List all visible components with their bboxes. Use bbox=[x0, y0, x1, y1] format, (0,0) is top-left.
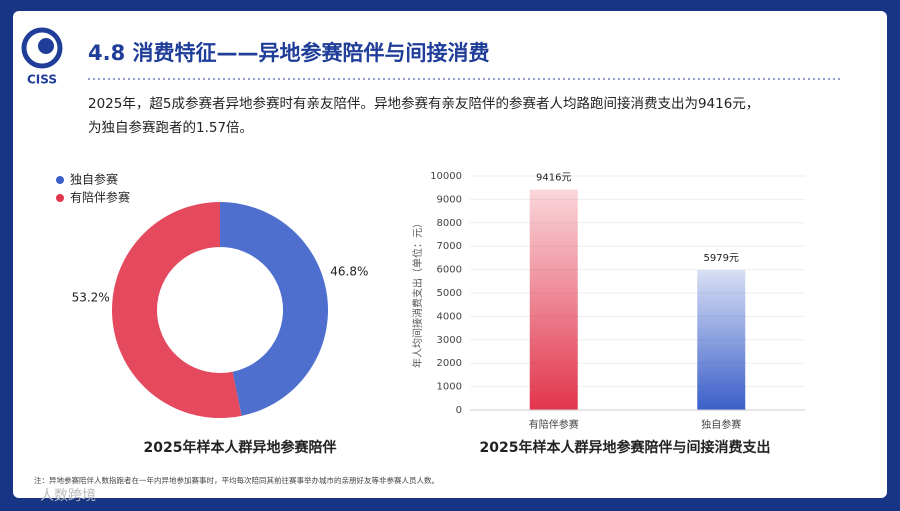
x-tick-label: 独自参赛 bbox=[701, 418, 741, 431]
y-tick-label: 8000 bbox=[437, 218, 462, 229]
summary-line: 2025年，超5成参赛者异地参赛时有亲友陪伴。异地参赛有亲友陪伴的参赛者人均路跑… bbox=[88, 95, 759, 112]
x-tick-label: 有陪伴参赛 bbox=[529, 418, 579, 431]
footnote: 注：异地参赛陪伴人数指跑者在一年内异地参加赛事时，平均每次陪同其前往赛事举办城市… bbox=[34, 475, 439, 485]
y-tick-label: 2000 bbox=[437, 358, 462, 369]
y-tick-label: 9000 bbox=[437, 194, 462, 205]
chart-title: 2025年样本人群异地参赛陪伴 bbox=[144, 439, 337, 456]
bar bbox=[529, 189, 578, 410]
legend-marker bbox=[56, 194, 64, 202]
chart-title: 2025年样本人群异地参赛陪伴与间接消费支出 bbox=[480, 439, 771, 456]
y-tick-label: 1000 bbox=[437, 382, 462, 393]
watermark: 人数跨境 bbox=[40, 488, 96, 504]
slide-title: 4.8 消费特征——异地参赛陪伴与间接消费 bbox=[88, 41, 490, 65]
y-tick-label: 7000 bbox=[437, 241, 462, 252]
y-tick-label: 10000 bbox=[430, 171, 462, 182]
donut-segment bbox=[220, 202, 328, 416]
data-label: 46.8% bbox=[330, 264, 368, 278]
donut-segment bbox=[111, 202, 242, 418]
y-tick-label: 6000 bbox=[437, 265, 462, 276]
summary-line: 为独自参赛跑者的1.57倍。 bbox=[88, 119, 253, 136]
legend-label: 独自参赛 bbox=[70, 172, 118, 187]
y-tick-label: 0 bbox=[456, 405, 462, 416]
y-tick-label: 3000 bbox=[437, 335, 462, 346]
logo-mark bbox=[38, 38, 54, 54]
data-label: 5979元 bbox=[704, 253, 739, 264]
bar bbox=[697, 270, 746, 410]
y-axis-label: 年人均间接消费支出（单位：元） bbox=[411, 218, 424, 368]
y-tick-label: 5000 bbox=[437, 288, 462, 299]
data-label: 53.2% bbox=[72, 291, 110, 305]
data-label: 9416元 bbox=[536, 173, 571, 184]
legend-label: 有陪伴参赛 bbox=[70, 190, 130, 205]
legend-marker bbox=[56, 176, 64, 184]
logo-mark bbox=[21, 27, 63, 69]
logo-text: CISS bbox=[27, 73, 57, 87]
y-tick-label: 4000 bbox=[437, 311, 462, 322]
